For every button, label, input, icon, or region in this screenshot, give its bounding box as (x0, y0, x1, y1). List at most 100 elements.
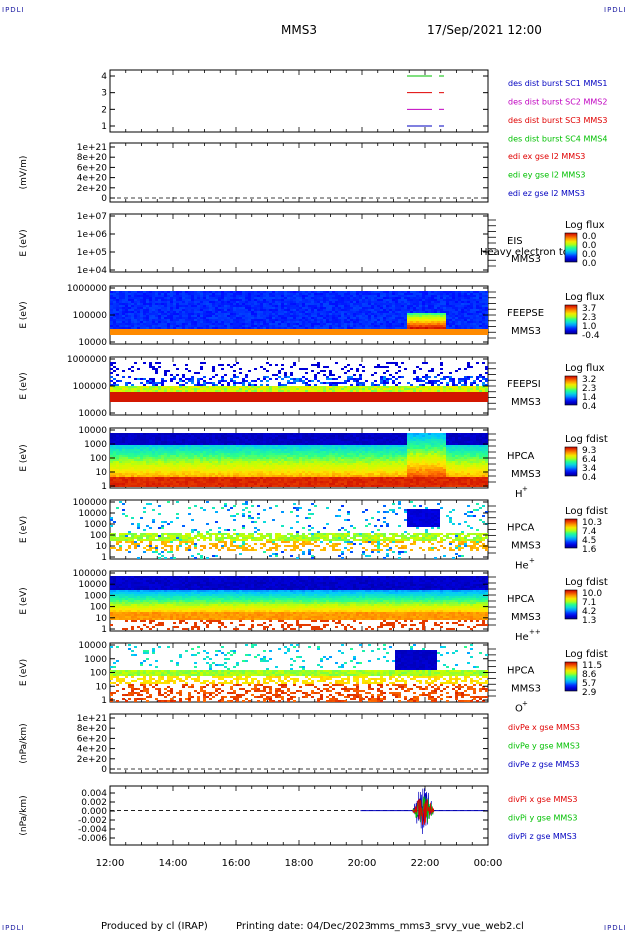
y-axis-label: E (eV) (19, 301, 29, 328)
species-charge: ++ (529, 628, 541, 636)
colorbar-tick: 3.2 (582, 375, 596, 385)
spacecraft-label: MMS3 (511, 254, 541, 265)
ytick-label: 100 (90, 669, 107, 679)
colorbar-title: Log fdist (565, 434, 608, 445)
colorbar-tick: 1.4 (582, 393, 597, 403)
panel-frame (109, 69, 489, 133)
ytick-label: -0.004 (78, 825, 107, 835)
instrument-label: HPCA (507, 594, 535, 605)
ytick-label: 1000 (84, 440, 107, 450)
spacecraft-label: MMS3 (511, 326, 541, 337)
instrument-label: FEEPSE (507, 308, 544, 319)
colorbar-tick: 2.3 (582, 313, 596, 323)
ytick-label: 0 (101, 194, 107, 204)
colorbar-tick: 3.7 (582, 304, 596, 314)
ytick-label: 2e+20 (77, 755, 108, 765)
ytick-label: 4e+20 (77, 174, 108, 184)
colorbar-tick: 10.0 (582, 589, 602, 599)
species-label: O (515, 704, 523, 715)
instrument-label: FEEPSI (507, 379, 541, 390)
colorbar-tick: 7.1 (582, 598, 596, 608)
y-axis-label: E (eV) (19, 372, 29, 399)
colorbar-tick: 1.3 (582, 616, 596, 626)
colorbar-title: Log fdist (565, 506, 608, 517)
instrument-label: HPCA (507, 451, 535, 462)
ytick-label: 1e+21 (77, 143, 107, 153)
colorbar-title: Log fdist (565, 577, 608, 588)
legend-entry: des dist burst SC4 MMS4 (508, 135, 607, 144)
colorbar-tick: 10.3 (582, 518, 602, 528)
ytick-label: 1000000 (67, 355, 107, 365)
ytick-label: 1e+21 (77, 714, 107, 724)
ytick-label: 1000 (84, 655, 107, 665)
colorbar-tick: 1.0 (582, 322, 597, 332)
ytick-label: 10 (96, 468, 108, 478)
footer-filename: mms_mms3_srvy_vue_web2.cl (370, 921, 524, 932)
colorbar-tick: 2.3 (582, 384, 596, 394)
xtick-label: 20:00 (348, 858, 377, 869)
ytick-label: 4e+20 (77, 745, 108, 755)
colorbar-tick: 0.0 (582, 232, 597, 242)
xtick-label: 18:00 (285, 858, 314, 869)
ytick-label: 8e+20 (77, 153, 108, 163)
ytick-label: 0.002 (81, 798, 107, 808)
y-axis-label: E (eV) (19, 659, 29, 686)
spacecraft-label: MMS3 (511, 397, 541, 408)
species-charge: + (529, 557, 535, 565)
ytick-label: 10 (96, 614, 108, 624)
panel-p4: 1000000 100000 10000 E (eV) FEEPSE MMS3 Log fl… (19, 284, 605, 348)
ytick-label: 100 (90, 454, 107, 464)
colorbar-tick: 4.5 (582, 536, 596, 546)
colorbar-tick: 0.0 (582, 241, 597, 251)
header-datetime: 17/Sep/2021 12:00 (427, 23, 542, 37)
panel-frame (109, 142, 489, 203)
ytick-label: 1000 (84, 520, 107, 530)
header-spacecraft: MMS3 (281, 23, 317, 37)
colorbar-tick: 9.3 (582, 446, 596, 456)
ytick-label: 1 (101, 553, 107, 563)
footer-produced-by: Produced by cl (IRAP) (101, 921, 208, 932)
ytick-label: 10 (96, 682, 108, 692)
colorbar-tick: 4.2 (582, 607, 596, 617)
ytick-label: 1000 (84, 591, 107, 601)
y-axis-label: E (eV) (19, 444, 29, 471)
ytick-label: 10000 (78, 409, 107, 419)
spacecraft-label: MMS3 (511, 684, 541, 695)
ytick-label: -0.002 (78, 816, 107, 826)
colorbar-tick: 8.6 (582, 670, 597, 680)
y-axis-label: E (eV) (19, 229, 29, 256)
colorbar-tick: 0.0 (582, 259, 597, 269)
ytick-label: 100000 (73, 382, 108, 392)
y-axis-label: (nPa/km) (19, 723, 29, 763)
colorbar-tick: 6.4 (582, 455, 597, 465)
colorbar (564, 661, 578, 692)
colorbar-tick: -0.4 (582, 331, 600, 341)
colorbar-tick: 0.4 (582, 402, 597, 412)
colorbar-tick: 7.4 (582, 527, 597, 537)
colorbar-title: Log flux (565, 363, 605, 374)
colorbar-tick: 2.9 (582, 688, 597, 698)
ytick-label: 1e+07 (77, 212, 107, 222)
instrument-label: EIS (507, 236, 523, 247)
corner-label-top-left: IPDLI (2, 6, 25, 14)
xtick-label: 14:00 (159, 858, 188, 869)
corner-label-bottom-left: IPDLI (2, 924, 25, 932)
corner-label-top-right: IPDLI (604, 6, 627, 14)
y-axis-label: E (eV) (19, 516, 29, 543)
colorbar-title: Log flux (565, 292, 605, 303)
corner-label-bottom-right: IPDLI (604, 924, 627, 932)
ytick-label: 6e+20 (77, 163, 108, 173)
ytick-label: 10000 (78, 580, 107, 590)
divpi-x-trace (412, 798, 435, 825)
colorbar (564, 518, 578, 549)
ytick-label: 1e+04 (77, 266, 108, 276)
colorbar (564, 589, 578, 620)
xtick-label: 16:00 (222, 858, 251, 869)
ytick-label: 0.004 (81, 789, 107, 799)
colorbar (564, 304, 578, 335)
